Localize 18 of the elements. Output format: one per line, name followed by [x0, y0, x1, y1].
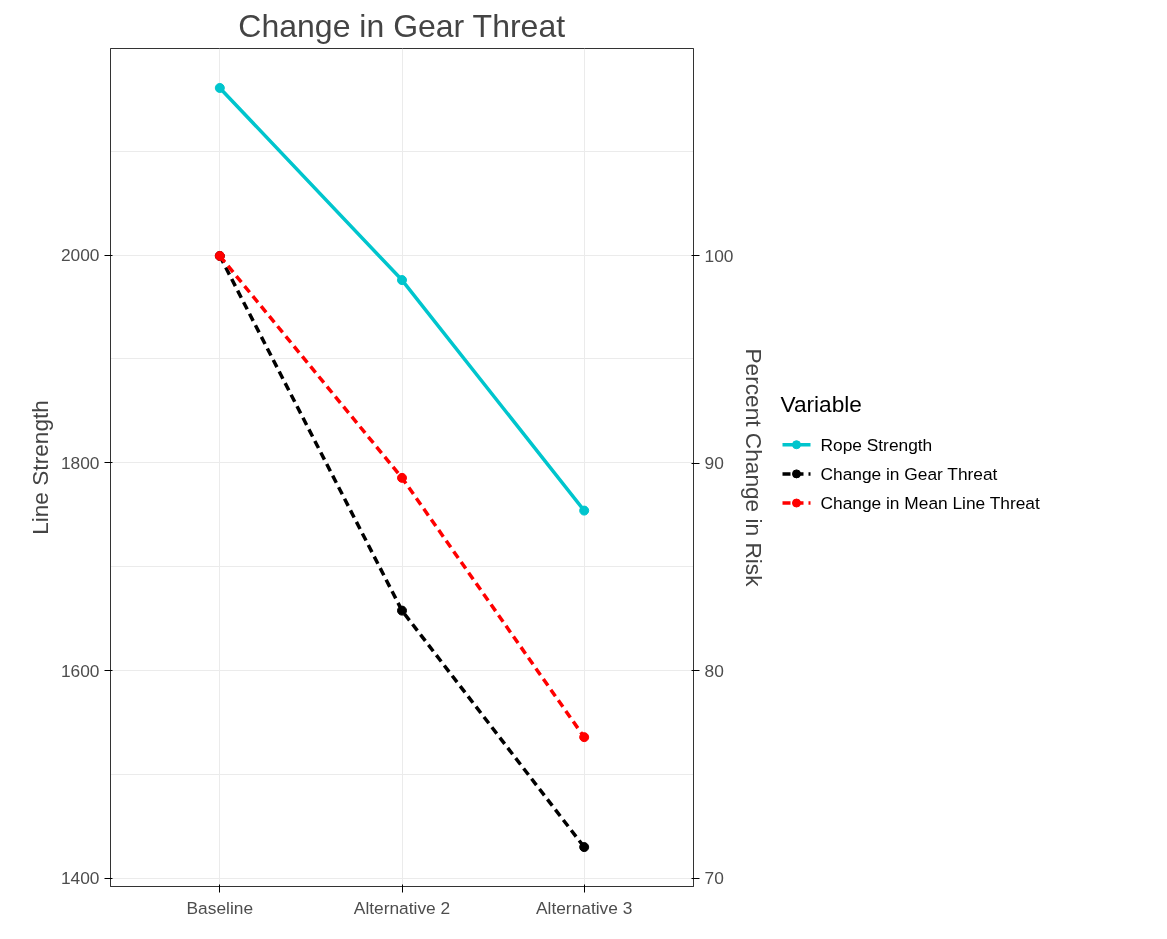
- y-tick-label: 1600: [60, 660, 100, 681]
- y2-tick-label: 80: [704, 660, 724, 681]
- y2-axis-title: Percent Change in Risk: [741, 348, 768, 588]
- y-axis-title: Line Strength: [26, 400, 53, 535]
- y-tick-label: 1800: [60, 452, 100, 473]
- x-tick-label: Baseline: [186, 897, 254, 918]
- legend-label: Change in Mean Line Threat: [820, 493, 1040, 514]
- legend-title: Variable: [780, 390, 862, 417]
- y2-tick-label: 100: [704, 245, 734, 266]
- y-tick-label: 2000: [60, 245, 100, 266]
- legend-label: Change in Gear Threat: [820, 463, 998, 484]
- y2-tick-label: 90: [704, 453, 724, 474]
- chart-title: Change in Gear Threat: [238, 7, 566, 44]
- y-tick-label: 1400: [60, 868, 100, 889]
- y2-tick-label: 70: [704, 868, 724, 889]
- legend-label: Rope Strength: [820, 434, 933, 455]
- x-tick-label: Alternative 2: [353, 897, 451, 918]
- x-tick-label: Alternative 3: [536, 897, 633, 918]
